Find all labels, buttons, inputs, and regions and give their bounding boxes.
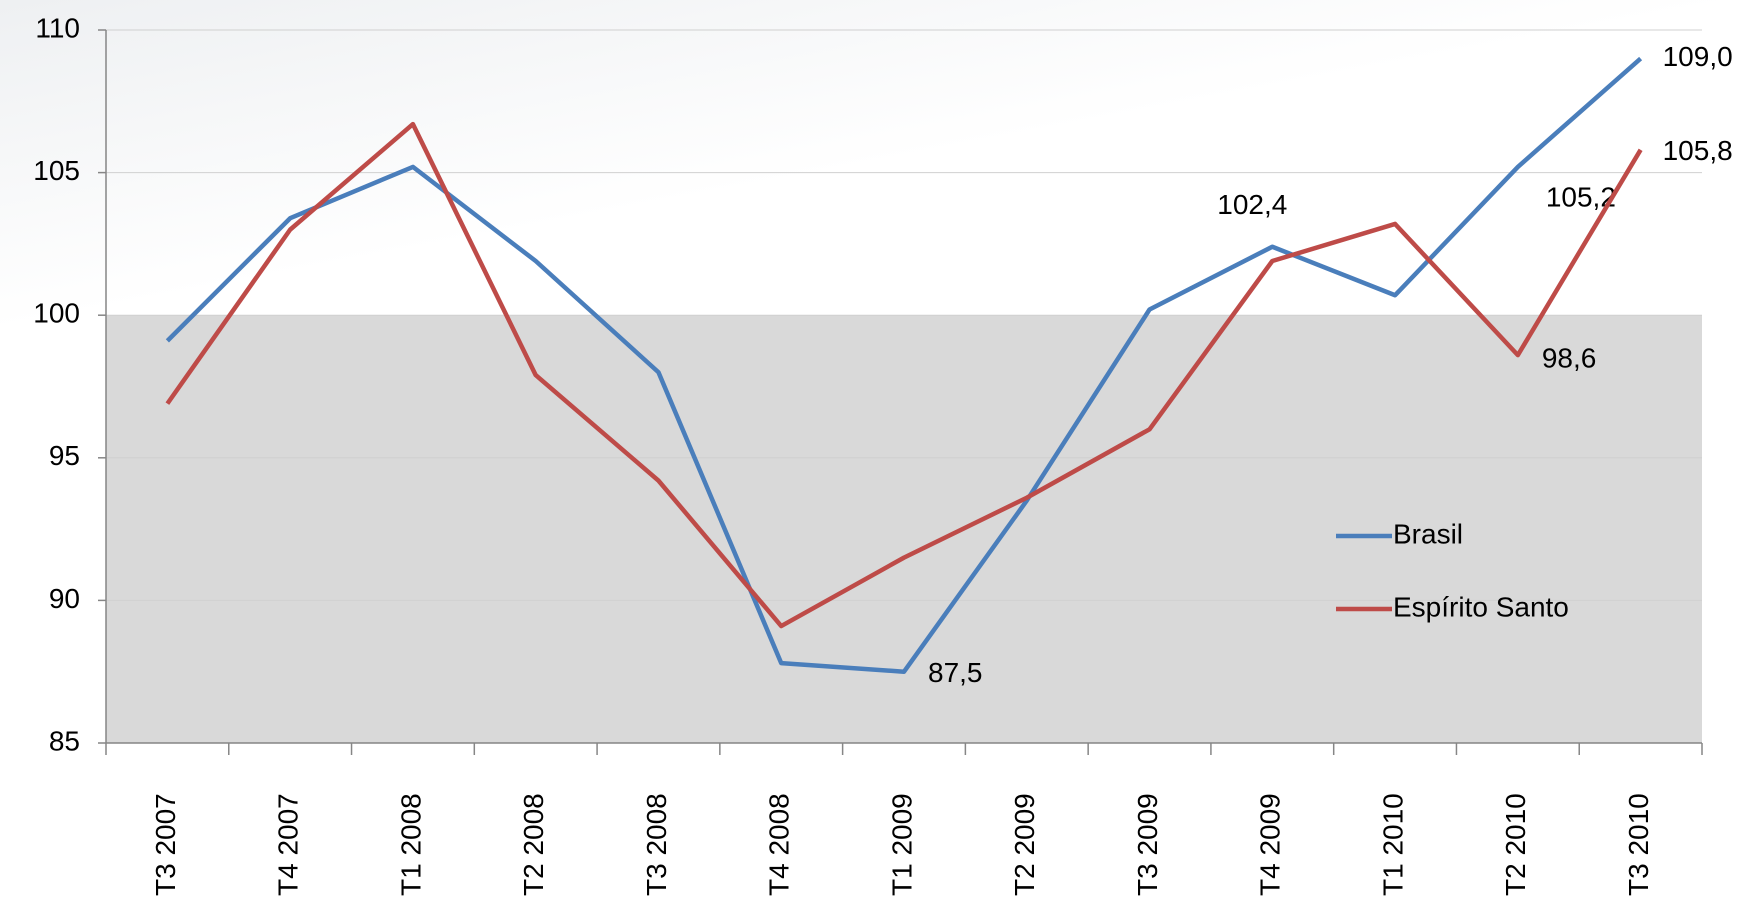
value-label: 98,6 xyxy=(1542,343,1597,374)
x-tick-label: T2 2010 xyxy=(1500,793,1531,896)
x-tick-label: T2 2008 xyxy=(518,793,549,896)
y-tick-label: 110 xyxy=(35,12,80,43)
value-label: 105,8 xyxy=(1663,135,1733,166)
x-tick-label: T1 2010 xyxy=(1377,793,1408,896)
legend-label: Espírito Santo xyxy=(1393,591,1569,622)
x-tick-label: T3 2007 xyxy=(150,793,181,896)
x-tick-label: T3 2008 xyxy=(641,793,672,896)
x-tick-label: T4 2009 xyxy=(1255,793,1286,896)
y-tick-label: 100 xyxy=(33,298,80,329)
y-tick-label: 85 xyxy=(49,725,80,756)
x-tick-label: T4 2008 xyxy=(764,793,795,896)
x-tick-label: T1 2008 xyxy=(395,793,426,896)
y-tick-label: 105 xyxy=(33,155,80,186)
background xyxy=(0,0,1750,330)
value-label: 87,5 xyxy=(928,657,983,688)
series-line xyxy=(165,56,1643,674)
x-tick-label: T1 2009 xyxy=(886,793,917,896)
y-tick-label: 95 xyxy=(49,440,80,471)
y-tick-label: 90 xyxy=(49,583,80,614)
series-line xyxy=(165,121,1643,629)
value-label: 109,0 xyxy=(1663,41,1733,72)
x-tick-label: T2 2009 xyxy=(1009,793,1040,896)
legend-label: Brasil xyxy=(1393,518,1463,549)
x-tick-label: T3 2010 xyxy=(1623,793,1654,896)
x-tick-label: T3 2009 xyxy=(1132,793,1163,896)
x-tick-label: T4 2007 xyxy=(273,793,304,896)
value-label: 102,4 xyxy=(1217,189,1287,220)
